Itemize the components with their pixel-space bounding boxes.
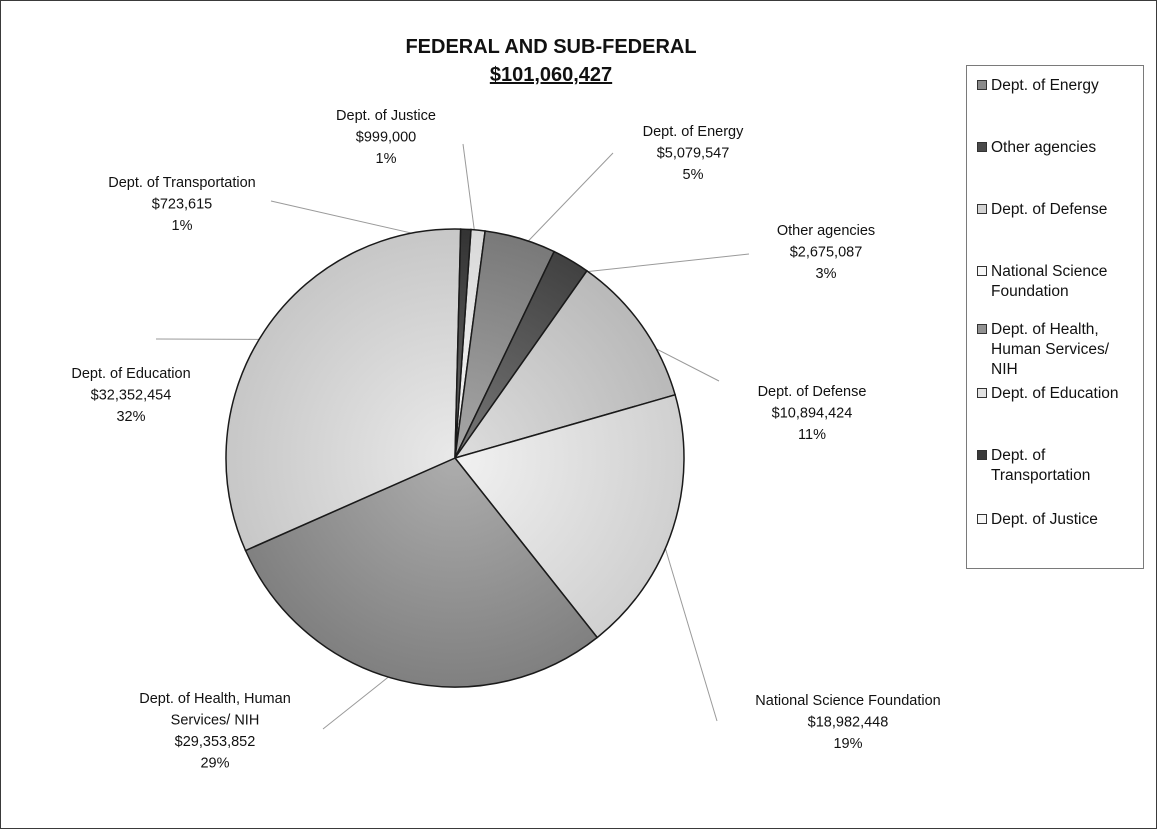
pie-slice-5 bbox=[453, 393, 685, 639]
slice-label-line: 32% bbox=[116, 409, 145, 425]
leader-line-2 bbox=[515, 152, 614, 255]
legend-swatch bbox=[977, 266, 987, 276]
pie-slice-6 bbox=[244, 457, 599, 688]
legend-item: Dept. of Defense bbox=[977, 200, 1142, 220]
slice-label-line: 29% bbox=[200, 756, 229, 772]
slice-label-line: Dept. of Education bbox=[71, 366, 190, 382]
pie-slices bbox=[225, 228, 685, 688]
pie-slice-4 bbox=[453, 269, 677, 460]
pie-slice-7 bbox=[225, 228, 462, 552]
slice-label-line: $723,615 bbox=[152, 197, 212, 213]
legend-swatch bbox=[977, 324, 987, 334]
leader-line-7 bbox=[155, 338, 279, 340]
legend-label: Dept. of Education bbox=[991, 385, 1119, 402]
slice-label-7: Dept. of Education $32,352,454 32% bbox=[71, 366, 190, 425]
slice-label-line: $2,675,087 bbox=[790, 245, 863, 261]
legend-swatch bbox=[977, 450, 987, 460]
slice-label-line: Dept. of Justice bbox=[336, 108, 436, 124]
chart-legend: Dept. of Energy Other agencies Dept. of De… bbox=[966, 65, 1144, 569]
slice-label-line: $32,352,454 bbox=[91, 388, 172, 404]
legend-swatch bbox=[977, 142, 987, 152]
slice-label-line: 11% bbox=[798, 427, 826, 443]
slice-label-line: National Science Foundation bbox=[755, 693, 940, 709]
slice-label-2: Dept. of Energy $5,079,547 5% bbox=[643, 124, 744, 183]
chart-title: FEDERAL AND SUB-FEDERAL bbox=[405, 36, 697, 58]
slice-label-1: Dept. of Justice $999,000 1% bbox=[336, 108, 436, 167]
slice-label-8: Dept. of Transportation $723,615 1% bbox=[108, 175, 256, 234]
legend-item: Dept. of Health, Human Services/NIH bbox=[977, 320, 1142, 380]
legend-swatch bbox=[977, 204, 987, 214]
slice-label-line: 3% bbox=[816, 266, 837, 282]
slice-label-line: 19% bbox=[833, 736, 862, 752]
slice-label-line: 5% bbox=[683, 167, 704, 183]
slice-label-line: Dept. of Energy bbox=[643, 124, 744, 140]
legend-swatch bbox=[977, 80, 987, 90]
legend-item: Other agencies bbox=[977, 138, 1142, 158]
slice-label-line: $10,894,424 bbox=[772, 406, 853, 422]
slice-label-4: Dept. of Defense $10,894,424 11% bbox=[758, 384, 867, 443]
slice-label-6: Dept. of Health, Human Services/ NIH $29,3… bbox=[139, 691, 291, 772]
leader-line-5 bbox=[657, 522, 718, 722]
slice-labels: Dept. of Justice $999,000 1% Dept. of Energ… bbox=[71, 108, 940, 772]
slice-label-line: Dept. of Health, Human bbox=[139, 691, 291, 707]
legend-label: Dept. of Energy bbox=[991, 77, 1099, 94]
slice-label-line: 1% bbox=[172, 218, 193, 234]
legend-item: Dept. of Justice bbox=[977, 510, 1142, 530]
slice-label-line: $999,000 bbox=[356, 130, 416, 146]
slice-label-line: Dept. of Transportation bbox=[108, 175, 256, 191]
legend-item: National Science Foundation bbox=[977, 262, 1142, 302]
slice-label-3: Other agencies $2,675,087 3% bbox=[777, 223, 875, 282]
legend-item: Dept. of Education bbox=[977, 384, 1142, 404]
legend-swatch bbox=[977, 388, 987, 398]
slice-label-5: National Science Foundation $18,982,448 19… bbox=[755, 693, 940, 752]
slice-label-line: Dept. of Defense bbox=[758, 384, 867, 400]
pie-slice-8 bbox=[454, 228, 472, 459]
slice-label-line: $29,353,852 bbox=[175, 734, 256, 750]
legend-swatch bbox=[977, 514, 987, 524]
slice-label-line: 1% bbox=[376, 151, 397, 167]
legend-label: Other agencies bbox=[991, 139, 1097, 156]
legend-item: Dept. of Transportation bbox=[977, 446, 1142, 486]
legend-label: Dept. of Defense bbox=[991, 201, 1108, 218]
slice-label-line: $5,079,547 bbox=[657, 146, 730, 162]
chart-subtitle: $101,060,427 bbox=[489, 64, 613, 86]
slice-label-line: Services/ NIH bbox=[171, 713, 260, 729]
slice-label-line: Other agencies bbox=[777, 223, 875, 239]
legend-label: Dept. of Health, Human Services/NIH bbox=[991, 321, 1110, 378]
legend-label: Dept. of Transportation bbox=[991, 447, 1091, 484]
leader-line-3 bbox=[562, 253, 750, 275]
slice-label-line: $18,982,448 bbox=[808, 715, 889, 731]
legend-label: National Science Foundation bbox=[991, 263, 1108, 300]
legend-label: Dept. of Justice bbox=[991, 511, 1098, 528]
legend-item: Dept. of Energy bbox=[977, 76, 1142, 96]
